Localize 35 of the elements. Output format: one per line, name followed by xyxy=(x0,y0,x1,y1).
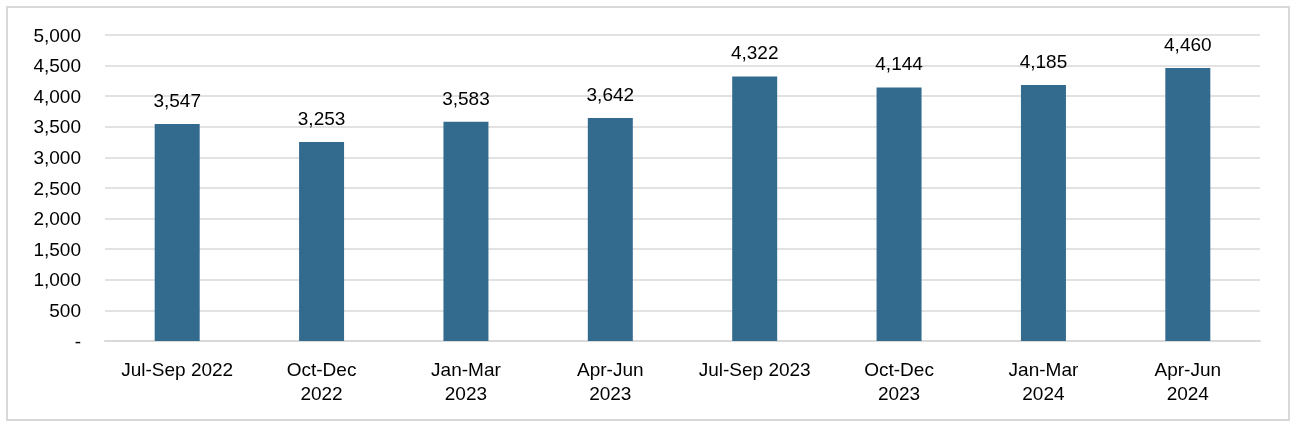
y-tick-label: - xyxy=(74,330,81,352)
x-tick-label: Jul-Sep 2022 xyxy=(121,358,234,380)
x-tick-label: Oct-Dec 2022 xyxy=(286,358,357,404)
y-tick-label: 3,000 xyxy=(33,146,81,168)
bar xyxy=(1020,84,1066,341)
x-tick-label: Apr-Jun 2024 xyxy=(1154,358,1222,404)
y-tick-label: 4,000 xyxy=(33,85,81,107)
bar xyxy=(154,123,200,341)
bar xyxy=(443,121,489,341)
data-label: 3,642 xyxy=(586,84,635,106)
x-tick-label: Jan-Mar 2024 xyxy=(1008,358,1079,404)
y-tick-label: 3,500 xyxy=(33,116,81,138)
data-label: 3,253 xyxy=(297,107,346,129)
bar xyxy=(587,118,633,341)
bar xyxy=(876,87,922,341)
x-tick-label: Jan-Mar 2023 xyxy=(431,358,502,404)
data-label: 3,583 xyxy=(442,87,490,109)
y-tick-label: 5,000 xyxy=(33,24,81,46)
x-tick-label: Jul-Sep 2023 xyxy=(698,358,811,380)
y-tick-label: 2,500 xyxy=(33,177,81,199)
data-label: 4,322 xyxy=(730,42,779,64)
data-label: 4,185 xyxy=(1019,50,1068,72)
y-tick-label: 1,500 xyxy=(33,238,81,260)
data-label: 3,547 xyxy=(153,89,201,111)
y-tick-label: 1,000 xyxy=(33,269,81,291)
bar xyxy=(1165,68,1211,341)
y-tick-label: 500 xyxy=(49,299,81,321)
y-tick-label: 4,500 xyxy=(33,55,81,77)
x-tick-label: Oct-Dec 2023 xyxy=(864,358,934,404)
data-label: 4,144 xyxy=(875,53,924,75)
x-tick-label: Apr-Jun 2023 xyxy=(577,358,644,404)
bar xyxy=(732,76,778,341)
y-tick-label: 2,000 xyxy=(33,208,81,230)
data-label: 4,460 xyxy=(1164,34,1212,56)
bar xyxy=(299,141,345,341)
